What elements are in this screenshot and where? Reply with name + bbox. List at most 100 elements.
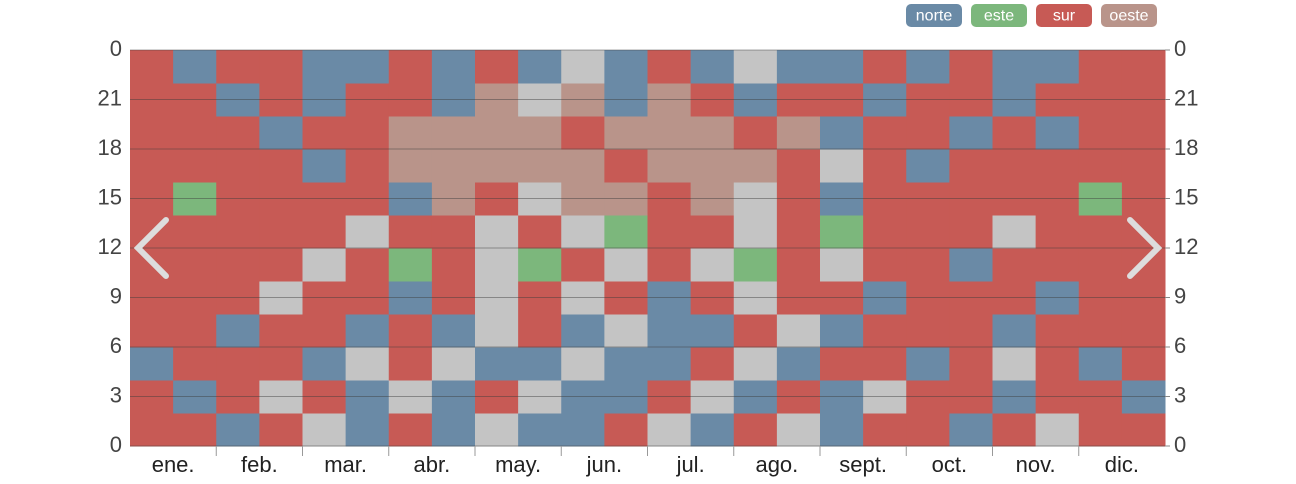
cell — [820, 380, 864, 414]
cell — [776, 116, 821, 150]
cell — [1078, 347, 1123, 381]
cell — [302, 50, 347, 84]
cell — [561, 413, 605, 447]
cell — [561, 83, 605, 117]
cell — [820, 314, 864, 348]
cell — [906, 50, 950, 84]
cell — [216, 281, 260, 315]
cell — [259, 83, 303, 117]
legend-label[interactable]: norte — [916, 8, 953, 25]
y-tick-label: 9 — [110, 283, 122, 308]
legend-item[interactable]: norte — [906, 4, 962, 27]
cell — [1121, 281, 1166, 315]
cell — [647, 347, 692, 381]
x-tick-label: feb. — [241, 452, 278, 477]
cell — [475, 314, 519, 348]
cell — [1035, 50, 1080, 84]
cell — [561, 281, 605, 315]
legend-item[interactable]: oeste — [1101, 4, 1157, 27]
legend-item[interactable]: este — [971, 4, 1027, 27]
cell — [216, 347, 260, 381]
cell — [992, 347, 1037, 381]
cell — [776, 83, 821, 117]
legend-label[interactable]: sur — [1053, 8, 1076, 25]
cell — [173, 182, 217, 216]
cell — [173, 149, 217, 183]
cell — [647, 182, 692, 216]
cell — [776, 50, 821, 84]
x-tick-label: oct. — [932, 452, 967, 477]
cell — [388, 83, 433, 117]
cell — [949, 413, 993, 447]
cell — [1121, 50, 1166, 84]
cell — [302, 248, 347, 282]
cell — [1035, 182, 1080, 216]
cell — [345, 182, 390, 216]
x-tick-label: jun. — [586, 452, 622, 477]
cell — [431, 380, 476, 414]
cell — [604, 83, 648, 117]
cell — [259, 380, 303, 414]
cell — [518, 413, 562, 447]
cell — [302, 182, 347, 216]
cell — [345, 83, 390, 117]
cell — [259, 215, 303, 249]
cell — [820, 281, 864, 315]
next-arrow[interactable] — [1127, 217, 1163, 279]
cell — [949, 248, 993, 282]
cell — [130, 182, 174, 216]
legend-label[interactable]: este — [984, 8, 1014, 25]
cell — [992, 83, 1037, 117]
y-tick-label: 0 — [110, 36, 122, 61]
cell — [173, 50, 217, 84]
cell — [992, 281, 1037, 315]
x-tick-label: sept. — [839, 452, 887, 477]
cell — [388, 50, 433, 84]
cell — [431, 248, 476, 282]
legend-swatch[interactable] — [971, 4, 1027, 27]
cell — [604, 182, 648, 216]
y2-tick-label: 12 — [1174, 234, 1198, 259]
cell — [604, 215, 648, 249]
cell — [733, 182, 778, 216]
cell — [647, 149, 692, 183]
y-tick-label: 12 — [98, 234, 122, 259]
legend-item[interactable]: sur — [1036, 4, 1092, 27]
cell — [388, 413, 433, 447]
cell — [1035, 116, 1080, 150]
y-tick-label: 15 — [98, 184, 122, 209]
cell — [1121, 149, 1166, 183]
cell — [863, 380, 907, 414]
prev-arrow[interactable] — [133, 217, 169, 279]
y2-tick-label: 9 — [1174, 283, 1186, 308]
cell — [906, 83, 950, 117]
cell — [733, 248, 778, 282]
cell — [647, 314, 692, 348]
cell — [690, 116, 735, 150]
cell — [733, 116, 778, 150]
cell — [1078, 380, 1123, 414]
cell — [130, 380, 174, 414]
cell — [431, 347, 476, 381]
cell — [345, 380, 390, 414]
cell — [518, 314, 562, 348]
legend-label[interactable]: oeste — [1109, 8, 1148, 25]
cell — [604, 149, 648, 183]
legend-swatch[interactable] — [1036, 4, 1092, 27]
cell — [1121, 116, 1166, 150]
cell — [302, 347, 347, 381]
cell — [1035, 380, 1080, 414]
cell — [906, 149, 950, 183]
y-tick-label: 0 — [110, 432, 122, 457]
legend-swatch[interactable] — [1101, 4, 1157, 27]
cell — [647, 215, 692, 249]
cell — [820, 182, 864, 216]
cell — [863, 248, 907, 282]
cell — [216, 413, 260, 447]
cell — [949, 83, 993, 117]
cell — [475, 50, 519, 84]
cell — [906, 314, 950, 348]
cell — [776, 248, 821, 282]
legend-swatch[interactable] — [906, 4, 962, 27]
cell — [820, 83, 864, 117]
